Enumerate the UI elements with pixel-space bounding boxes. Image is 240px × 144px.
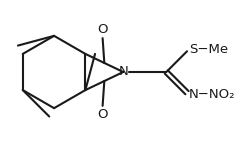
Text: S−Me: S−Me: [189, 43, 228, 56]
Text: O: O: [97, 23, 108, 36]
Text: N−NO₂: N−NO₂: [189, 88, 235, 101]
Text: O: O: [97, 108, 108, 121]
Text: N: N: [118, 66, 128, 78]
